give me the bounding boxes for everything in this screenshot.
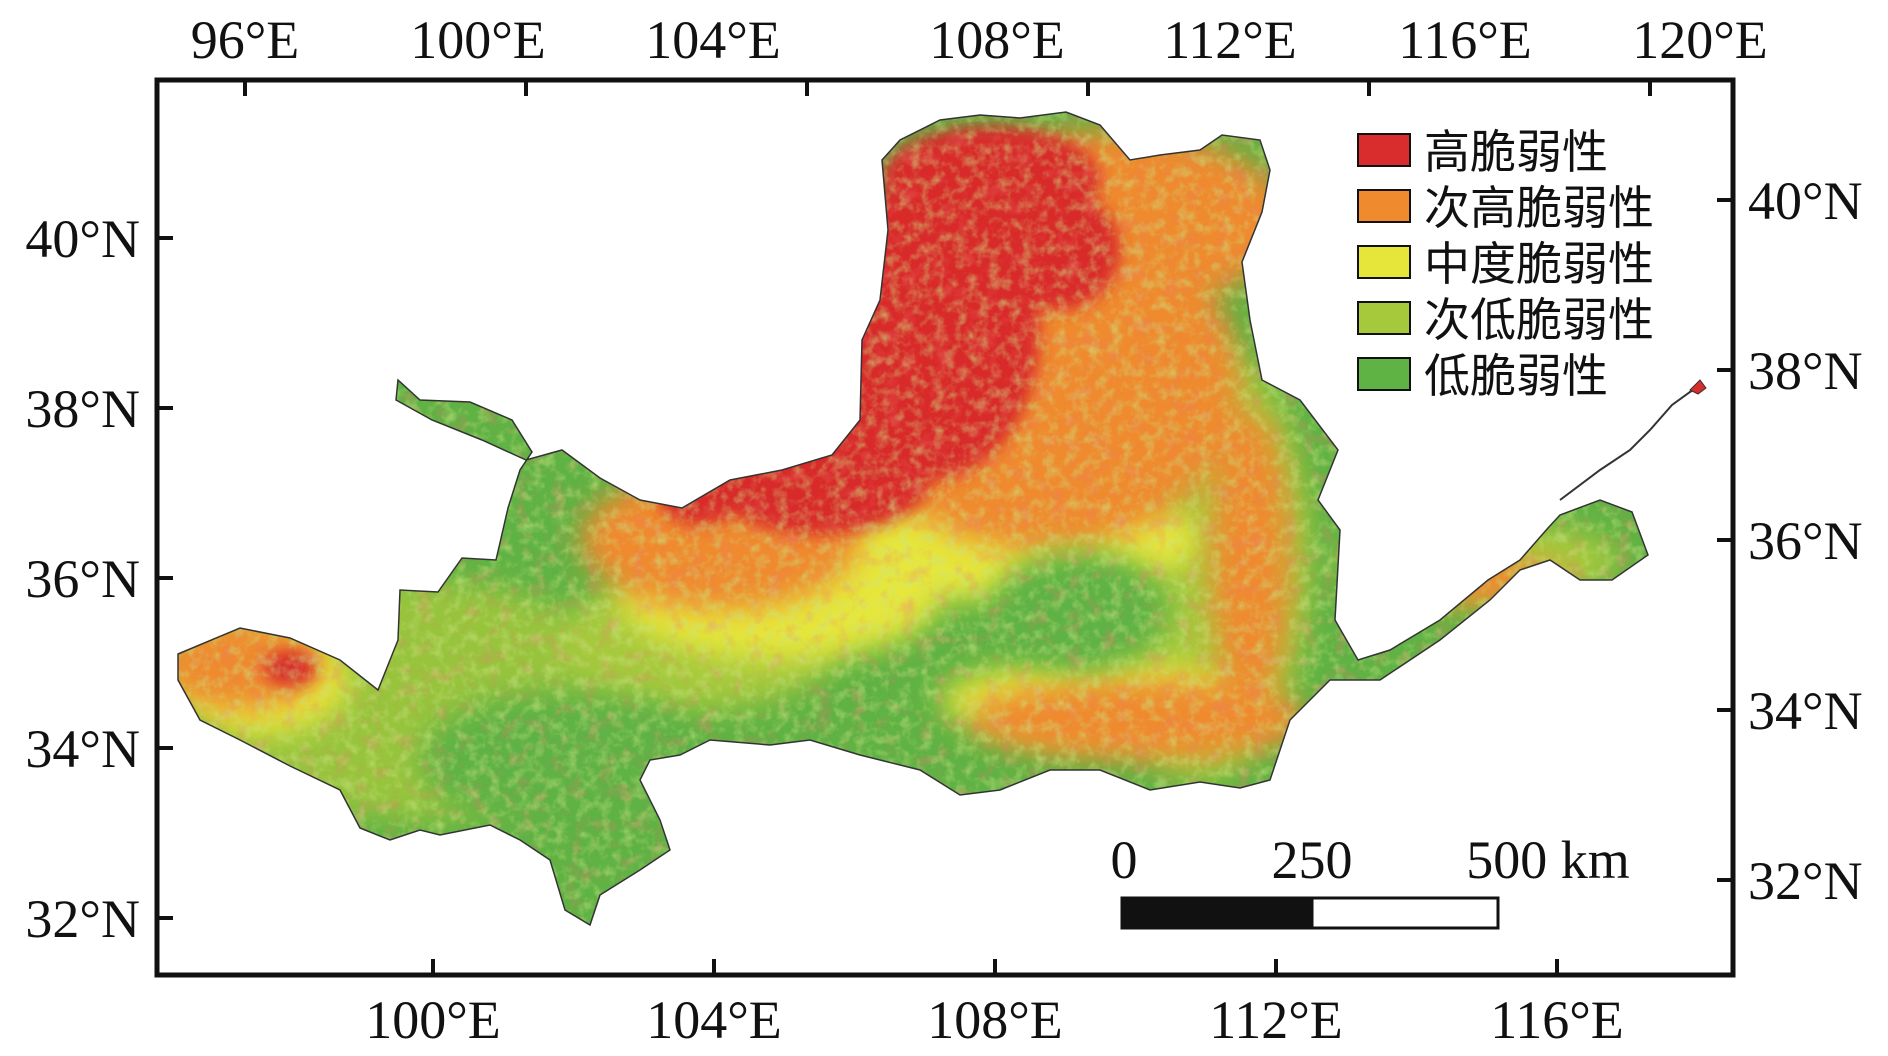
scale-label-mid: 250 bbox=[1272, 830, 1353, 890]
bottom-lon-label: 104°E bbox=[646, 990, 782, 1050]
legend-swatch-high bbox=[1357, 133, 1411, 167]
bottom-lon-label: 116°E bbox=[1490, 990, 1624, 1050]
right-lat-label: 40°N bbox=[1748, 171, 1863, 231]
basin-outline bbox=[177, 111, 1649, 927]
left-lat-label: 36°N bbox=[25, 549, 140, 609]
legend-swatch-sublow bbox=[1357, 301, 1411, 335]
top-lon-label: 112°E bbox=[1163, 10, 1297, 70]
bottom-lon-label: 108°E bbox=[927, 990, 1063, 1050]
left-latitude-labels: 40°N 38°N 36°N 34°N 32°N bbox=[25, 209, 140, 949]
scale-segment-open bbox=[1310, 896, 1500, 930]
river-channel bbox=[1559, 383, 1703, 501]
top-lon-label: 96°E bbox=[191, 10, 300, 70]
scale-label-zero: 0 bbox=[1111, 830, 1138, 890]
river-delta bbox=[1689, 379, 1707, 395]
top-lon-label: 100°E bbox=[410, 10, 546, 70]
legend-swatch-subhigh bbox=[1357, 189, 1411, 223]
bottom-lon-label: 112°E bbox=[1209, 990, 1343, 1050]
scale-bar: 0 250 500 km bbox=[1111, 830, 1630, 930]
right-lat-label: 36°N bbox=[1748, 511, 1863, 571]
scale-label-end: 500 km bbox=[1466, 830, 1630, 890]
legend-item-high: 高脆弱性 bbox=[1357, 125, 1608, 179]
legend-label-medium: 中度脆弱性 bbox=[1424, 237, 1654, 291]
legend-item-sublow: 次低脆弱性 bbox=[1357, 293, 1654, 347]
legend-swatch-low bbox=[1357, 357, 1411, 391]
legend-item-low: 低脆弱性 bbox=[1357, 349, 1608, 403]
legend-label-high: 高脆弱性 bbox=[1424, 125, 1608, 179]
top-lon-label: 104°E bbox=[645, 10, 781, 70]
legend-label-sublow: 次低脆弱性 bbox=[1424, 293, 1654, 347]
top-lon-label: 120°E bbox=[1632, 10, 1768, 70]
legend-item-medium: 中度脆弱性 bbox=[1357, 237, 1654, 291]
legend-label-low: 低脆弱性 bbox=[1424, 349, 1608, 403]
bottom-longitude-labels: 100°E 104°E 108°E 112°E 116°E bbox=[365, 990, 1624, 1050]
top-longitude-labels: 96°E 100°E 104°E 108°E 112°E 116°E 120°E bbox=[191, 10, 1768, 70]
left-lat-label: 40°N bbox=[25, 209, 140, 269]
frame-ticks bbox=[157, 80, 1733, 975]
right-lat-label: 32°N bbox=[1748, 851, 1863, 911]
legend-label-subhigh: 次高脆弱性 bbox=[1424, 181, 1654, 235]
left-lat-label: 38°N bbox=[25, 379, 140, 439]
legend-item-subhigh: 次高脆弱性 bbox=[1357, 181, 1654, 235]
scale-segment-filled bbox=[1120, 896, 1314, 930]
bottom-lon-label: 100°E bbox=[365, 990, 501, 1050]
top-lon-label: 116°E bbox=[1398, 10, 1532, 70]
left-lat-label: 34°N bbox=[25, 719, 140, 779]
left-lat-label: 32°N bbox=[25, 889, 140, 949]
legend-swatch-medium bbox=[1357, 245, 1411, 279]
right-latitude-labels: 40°N 38°N 36°N 34°N 32°N bbox=[1748, 171, 1863, 911]
top-lon-label: 108°E bbox=[929, 10, 1065, 70]
legend: 高脆弱性 次高脆弱性 中度脆弱性 次低脆弱性 低脆弱性 bbox=[1357, 125, 1654, 403]
right-lat-label: 34°N bbox=[1748, 681, 1863, 741]
map-frame bbox=[154, 77, 1736, 978]
right-lat-label: 38°N bbox=[1748, 341, 1863, 401]
